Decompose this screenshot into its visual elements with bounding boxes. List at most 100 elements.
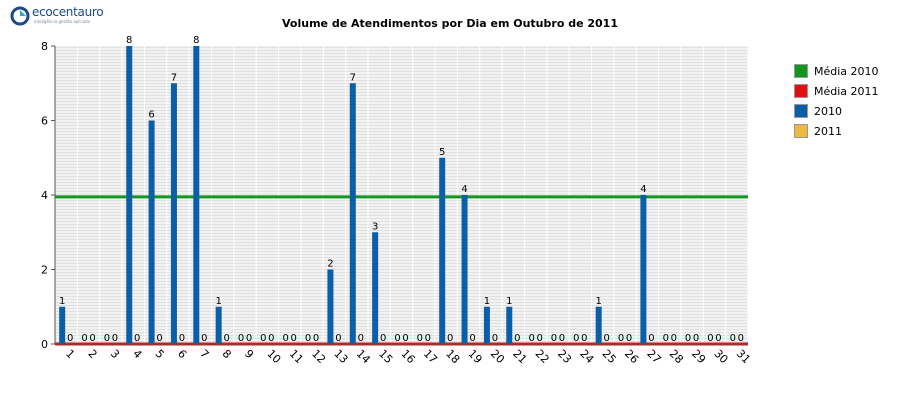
legend-swatch [794,64,808,78]
data-label: 0 [536,333,542,344]
ecocentauro-logo: ecocentauro inteligência gestão aplicada [10,4,120,30]
data-label: 0 [604,333,610,344]
legend-item-2010: 2010 [794,101,879,121]
bar-2010 [215,306,222,344]
legend-swatch [794,84,808,98]
data-label: 0 [260,333,266,344]
logo-tagline: inteligência gestão aplicada [34,19,91,24]
x-tick-label: 9 [242,347,256,361]
x-tick-label: 7 [197,347,211,361]
x-tick-label: 20 [488,347,507,366]
x-tick-label: 18 [443,347,462,366]
legend-label: 2010 [814,104,842,118]
y-tick-label: 6 [41,115,48,128]
data-label: 0 [313,333,319,344]
x-tick-label: 16 [399,347,418,366]
data-label: 6 [148,110,154,121]
data-label: 0 [380,333,386,344]
data-label: 1 [484,296,490,307]
x-tick-label: 21 [510,347,529,366]
data-label: 0 [238,333,244,344]
bar-2010 [148,120,155,344]
data-label: 4 [461,184,467,195]
data-label: 0 [358,333,364,344]
y-tick-label: 0 [41,338,48,351]
data-label: 0 [551,333,557,344]
y-tick-label: 8 [41,40,48,53]
data-label: 0 [291,333,297,344]
chart-legend: Média 2010 Média 2011 2010 2011 [794,61,879,141]
data-label: 0 [528,333,534,344]
logo-name: ecocentauro [32,5,104,19]
x-tick-label: 1 [63,347,77,361]
x-tick-label: 3 [108,347,122,361]
legend-swatch [794,104,808,118]
data-label: 0 [402,333,408,344]
chart-title: Volume de Atendimentos por Dia em Outubr… [282,17,618,30]
x-tick-label: 22 [533,347,552,366]
data-label: 0 [618,333,624,344]
data-label: 0 [715,333,721,344]
data-label: 0 [730,333,736,344]
x-tick-label: 8 [220,347,234,361]
bar-2010 [640,195,647,344]
data-label: 0 [573,333,579,344]
data-label: 0 [738,333,744,344]
bar-2010 [193,46,200,344]
x-tick-label: 12 [309,347,328,366]
data-label: 0 [581,333,587,344]
legend-label: Média 2010 [814,64,879,78]
bar-2010 [59,306,66,344]
data-label: 0 [89,333,95,344]
data-label: 0 [156,333,162,344]
data-label: 1 [59,296,65,307]
data-label: 0 [223,333,229,344]
x-tick-label: 29 [689,347,708,366]
data-label: 8 [126,35,132,46]
data-label: 0 [81,333,87,344]
data-label: 0 [394,333,400,344]
legend-label: 2011 [814,124,842,138]
x-tick-label: 14 [354,347,373,366]
x-tick-label: 15 [376,347,395,366]
y-tick-label: 4 [41,189,48,202]
bar-2010 [506,306,513,344]
data-label: 0 [335,333,341,344]
legend-item-2011: 2011 [794,121,879,141]
x-tick-label: 11 [287,347,306,366]
y-tick-label: 2 [41,264,48,277]
data-label: 0 [492,333,498,344]
bar-2010 [372,232,379,344]
data-label: 0 [201,333,207,344]
data-label: 7 [171,72,177,83]
data-label: 3 [372,221,378,232]
data-label: 1 [506,296,512,307]
data-label: 0 [112,333,118,344]
x-tick-label: 27 [644,347,663,366]
data-label: 0 [663,333,669,344]
x-tick-label: 24 [577,347,596,366]
x-tick-label: 4 [130,347,144,361]
data-label: 0 [469,333,475,344]
logo-mark-icon [10,6,30,26]
data-label: 0 [447,333,453,344]
data-label: 2 [327,259,333,270]
data-label: 0 [246,333,252,344]
data-label: 1 [596,296,602,307]
x-tick-label: 31 [734,347,753,366]
bar-2010 [595,306,602,344]
data-label: 0 [134,333,140,344]
x-tick-label: 17 [421,347,440,366]
x-tick-label: 23 [555,347,574,366]
data-label: 4 [640,184,646,195]
bar-2010 [170,83,177,344]
x-tick-label: 5 [153,347,167,361]
legend-item-media-2011: Média 2011 [794,81,879,101]
data-label: 0 [514,333,520,344]
data-label: 0 [67,333,73,344]
bar-2010 [461,195,468,344]
data-label: 0 [693,333,699,344]
x-tick-label: 30 [711,347,730,366]
bar-2010 [126,46,133,344]
